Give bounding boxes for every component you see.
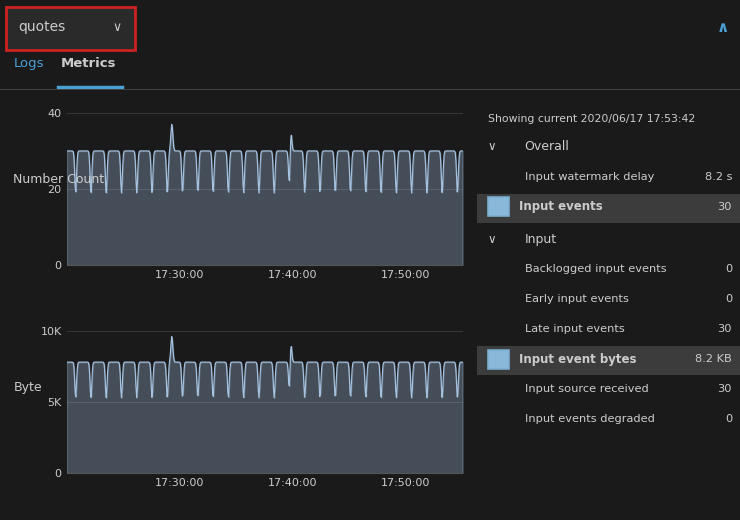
Text: Input source received: Input source received: [525, 384, 648, 394]
Text: ∧: ∧: [716, 20, 729, 35]
Text: Showing current 2020/06/17 17:53:42: Showing current 2020/06/17 17:53:42: [488, 114, 695, 124]
Text: Backlogged input events: Backlogged input events: [525, 264, 666, 274]
Text: 30: 30: [718, 202, 732, 212]
Text: Logs: Logs: [13, 57, 44, 70]
Text: Input: Input: [525, 232, 556, 245]
FancyBboxPatch shape: [477, 346, 740, 375]
FancyBboxPatch shape: [488, 349, 509, 369]
Text: Late input events: Late input events: [525, 324, 625, 334]
Text: 8.2 s: 8.2 s: [704, 172, 732, 182]
Text: Input events: Input events: [519, 200, 603, 213]
FancyBboxPatch shape: [477, 194, 740, 223]
Text: ∨: ∨: [488, 232, 497, 245]
Text: Byte: Byte: [13, 381, 42, 394]
Text: Input watermark delay: Input watermark delay: [525, 172, 654, 182]
Text: 0: 0: [725, 294, 732, 304]
Text: 0: 0: [725, 264, 732, 274]
Text: Input event bytes: Input event bytes: [519, 353, 637, 366]
Text: Early input events: Early input events: [525, 294, 628, 304]
Text: ∨: ∨: [112, 21, 121, 34]
Text: Overall: Overall: [525, 140, 570, 153]
Text: Metrics: Metrics: [61, 57, 116, 70]
Text: Input events degraded: Input events degraded: [525, 414, 654, 424]
Text: quotes: quotes: [18, 20, 66, 34]
Text: Number Count: Number Count: [13, 173, 104, 186]
FancyBboxPatch shape: [6, 7, 135, 50]
Text: 30: 30: [718, 384, 732, 394]
Text: 30: 30: [718, 324, 732, 334]
Text: 8.2 KB: 8.2 KB: [696, 354, 732, 364]
FancyBboxPatch shape: [488, 198, 509, 216]
Text: 0: 0: [725, 414, 732, 424]
Text: ∨: ∨: [488, 140, 497, 153]
